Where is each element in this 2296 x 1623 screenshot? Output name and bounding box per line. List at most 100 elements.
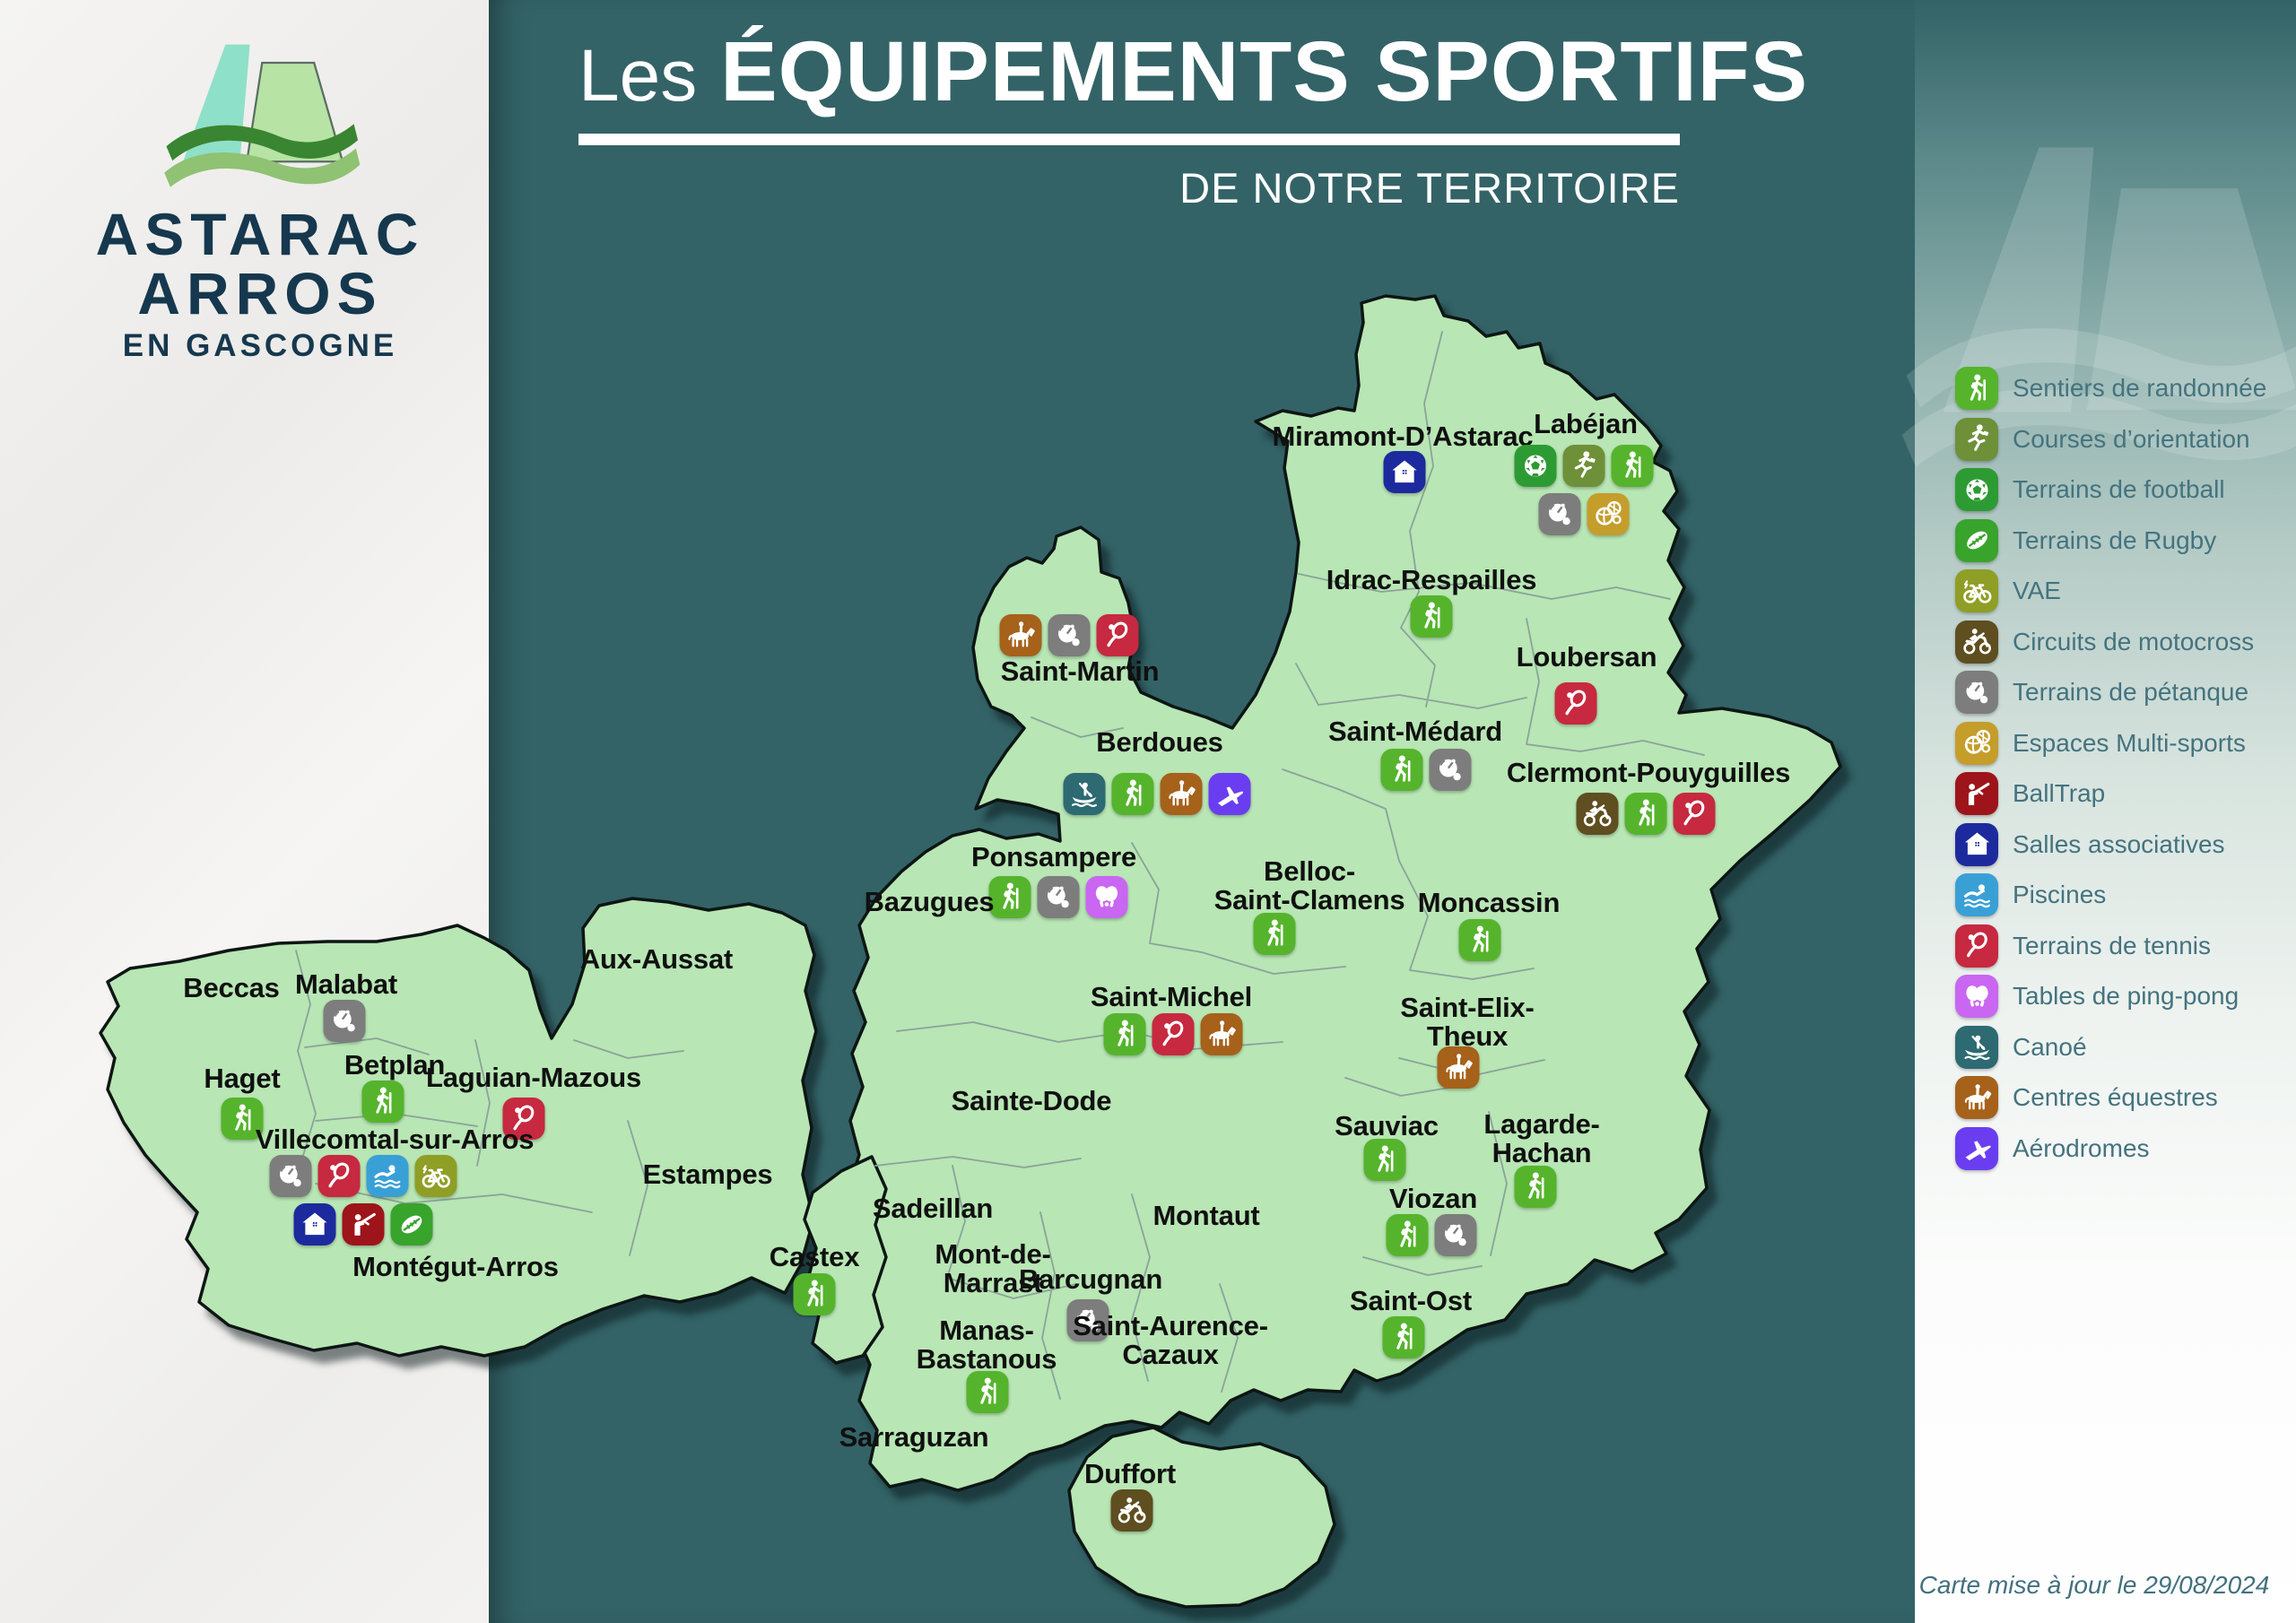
horse-rider-icon bbox=[1437, 1046, 1480, 1089]
legend-item-equestre: Centres équestres bbox=[1955, 1072, 2266, 1124]
football-icon bbox=[1955, 468, 1998, 512]
commune-label-estampes: Estampes bbox=[642, 1159, 773, 1191]
legend-label-petanque: Terrains de pétanque bbox=[2013, 678, 2249, 707]
equipment-row bbox=[1103, 1012, 1243, 1055]
equipment-row bbox=[1363, 1138, 1406, 1181]
legend-label-randonnee: Sentiers de randonnée bbox=[2013, 374, 2267, 403]
hiker-icon bbox=[1458, 918, 1501, 961]
commune-label-saint-michel: Saint-Michel bbox=[1090, 981, 1253, 1013]
football-icon bbox=[1514, 444, 1557, 487]
commune-label-saint-medard: Saint-Médard bbox=[1328, 716, 1502, 748]
legend-item-motocross: Circuits de motocross bbox=[1955, 617, 2266, 668]
legend-item-tennis: Terrains de tennis bbox=[1955, 921, 2266, 972]
legend-label-tennis: Terrains de tennis bbox=[2013, 931, 2212, 959]
title-underline bbox=[578, 134, 1680, 145]
equipment-row bbox=[1380, 748, 1472, 791]
logo-text-en-gascogne: EN GASCOGNE bbox=[122, 328, 398, 363]
petanque-balls-icon bbox=[323, 999, 366, 1042]
hiker-icon bbox=[966, 1370, 1009, 1413]
equipment-markers-belloc-saint-clamens bbox=[1253, 912, 1296, 955]
commune-label-saint-elix-theux: Saint-Elix- Theux bbox=[1400, 992, 1535, 1052]
commune-label-labejan: Labéjan bbox=[1534, 408, 1638, 440]
clay-shooter-icon bbox=[1955, 772, 1998, 816]
commune-label-betplan: Betplan bbox=[344, 1049, 446, 1081]
multisport-balls-icon bbox=[1955, 721, 1998, 765]
commune-label-malabat: Malabat bbox=[294, 968, 398, 1001]
community-hall-icon bbox=[1383, 450, 1426, 493]
commune-label-aux-aussat: Aux-Aussat bbox=[579, 943, 734, 976]
logo-text-astarac: ASTARAC bbox=[95, 201, 425, 267]
commune-label-moncassin: Moncassin bbox=[1417, 887, 1561, 919]
equipment-row bbox=[1437, 1046, 1480, 1089]
subtitle: DE NOTRE TERRITOIRE bbox=[1179, 164, 1680, 212]
legend-item-rugby: Terrains de Rugby bbox=[1955, 516, 2266, 567]
commune-label-sauviac: Sauviac bbox=[1335, 1110, 1439, 1142]
rugby-ball-icon bbox=[390, 1202, 433, 1245]
petanque-balls-icon bbox=[1048, 613, 1091, 656]
commune-label-barcugnan: Barcugnan bbox=[1018, 1263, 1163, 1296]
tennis-racket-icon bbox=[317, 1154, 361, 1197]
equipment-row bbox=[1554, 681, 1597, 725]
commune-borders bbox=[295, 331, 1705, 1400]
legend-label-balltrap: BallTrap bbox=[2013, 779, 2106, 808]
commune-label-manas-bastanous: Manas- Bastanous bbox=[916, 1315, 1057, 1375]
equipment-row bbox=[1410, 595, 1453, 638]
hiker-icon bbox=[1103, 1012, 1146, 1055]
hiker-icon bbox=[1514, 1165, 1557, 1208]
equipment-markers-lagarde-hachan bbox=[1514, 1165, 1557, 1208]
community-hall-icon bbox=[293, 1202, 336, 1245]
tennis-racket-icon bbox=[1955, 924, 1998, 968]
ebike-icon bbox=[414, 1154, 457, 1197]
equipment-row bbox=[1576, 792, 1716, 835]
equipment-row bbox=[988, 875, 1128, 918]
petanque-balls-icon bbox=[1955, 671, 1998, 715]
watermark-logo bbox=[1901, 54, 2296, 1040]
poster-title-block: Les ÉQUIPEMENTS SPORTIFS DE NOTRE TERRIT… bbox=[578, 23, 1807, 213]
canoe-icon bbox=[1063, 772, 1106, 815]
legend-item-multisports: Espaces Multi-sports bbox=[1955, 718, 2266, 769]
legend-label-football: Terrains de football bbox=[2013, 475, 2225, 504]
legend-item-vae: VAE bbox=[1955, 566, 2266, 617]
legend-label-orientation: Courses d’orientation bbox=[2013, 424, 2250, 453]
title-prefix: Les bbox=[578, 35, 698, 117]
hiker-icon bbox=[793, 1272, 836, 1315]
community-hall-icon bbox=[1955, 822, 1998, 866]
equipment-markers-saint-martin bbox=[999, 613, 1139, 656]
petanque-balls-icon bbox=[1429, 748, 1472, 791]
logo-mountains-icon bbox=[164, 44, 361, 187]
equipment-markers-haget bbox=[221, 1097, 264, 1140]
equipment-row bbox=[1110, 1488, 1153, 1532]
equipment-markers-saint-michel bbox=[1103, 1012, 1243, 1055]
commune-label-haget: Haget bbox=[204, 1063, 281, 1095]
equipment-markers-manas-bastanous bbox=[966, 1370, 1009, 1413]
legend-item-balltrap: BallTrap bbox=[1955, 768, 2266, 820]
tennis-racket-icon bbox=[1673, 792, 1716, 835]
equipment-markers-villecomtal-sur-arros bbox=[269, 1154, 457, 1245]
legend-item-orientation: Courses d’orientation bbox=[1955, 414, 2266, 465]
equipment-row bbox=[1063, 772, 1251, 815]
equipment-row bbox=[1514, 1165, 1557, 1208]
equipment-markers-laguian-mazous bbox=[502, 1097, 545, 1140]
equipment-markers-ponsampere bbox=[988, 875, 1128, 918]
pingpong-paddles-icon bbox=[1955, 975, 1998, 1019]
equipment-legend: Sentiers de randonnée Courses d’orientati… bbox=[1955, 363, 2266, 1174]
legend-label-aerodrome: Aérodromes bbox=[2013, 1133, 2150, 1162]
plane-icon bbox=[1208, 772, 1251, 815]
equipment-markers-labejan bbox=[1514, 444, 1654, 535]
commune-label-viozan: Viozan bbox=[1388, 1183, 1478, 1215]
swimmer-icon bbox=[1955, 873, 1998, 917]
motocross-icon bbox=[1576, 792, 1619, 835]
equipment-row bbox=[293, 1202, 433, 1245]
horse-rider-icon bbox=[1160, 772, 1203, 815]
legend-item-canoe: Canoé bbox=[1955, 1022, 2266, 1073]
commune-label-castex: Castex bbox=[769, 1241, 860, 1273]
equipment-row bbox=[361, 1080, 404, 1123]
tennis-racket-icon bbox=[1554, 681, 1597, 725]
commune-label-villecomtal-sur-arros: Villecomtal-sur-Arros bbox=[255, 1124, 535, 1156]
equipment-row bbox=[1382, 1315, 1425, 1358]
commune-label-belloc-saint-clamens: Belloc- Saint-Clamens bbox=[1213, 855, 1405, 916]
equipment-row bbox=[999, 613, 1139, 656]
hiker-icon bbox=[361, 1080, 404, 1123]
commune-label-montaut: Montaut bbox=[1152, 1200, 1260, 1232]
swimmer-icon bbox=[366, 1154, 409, 1197]
